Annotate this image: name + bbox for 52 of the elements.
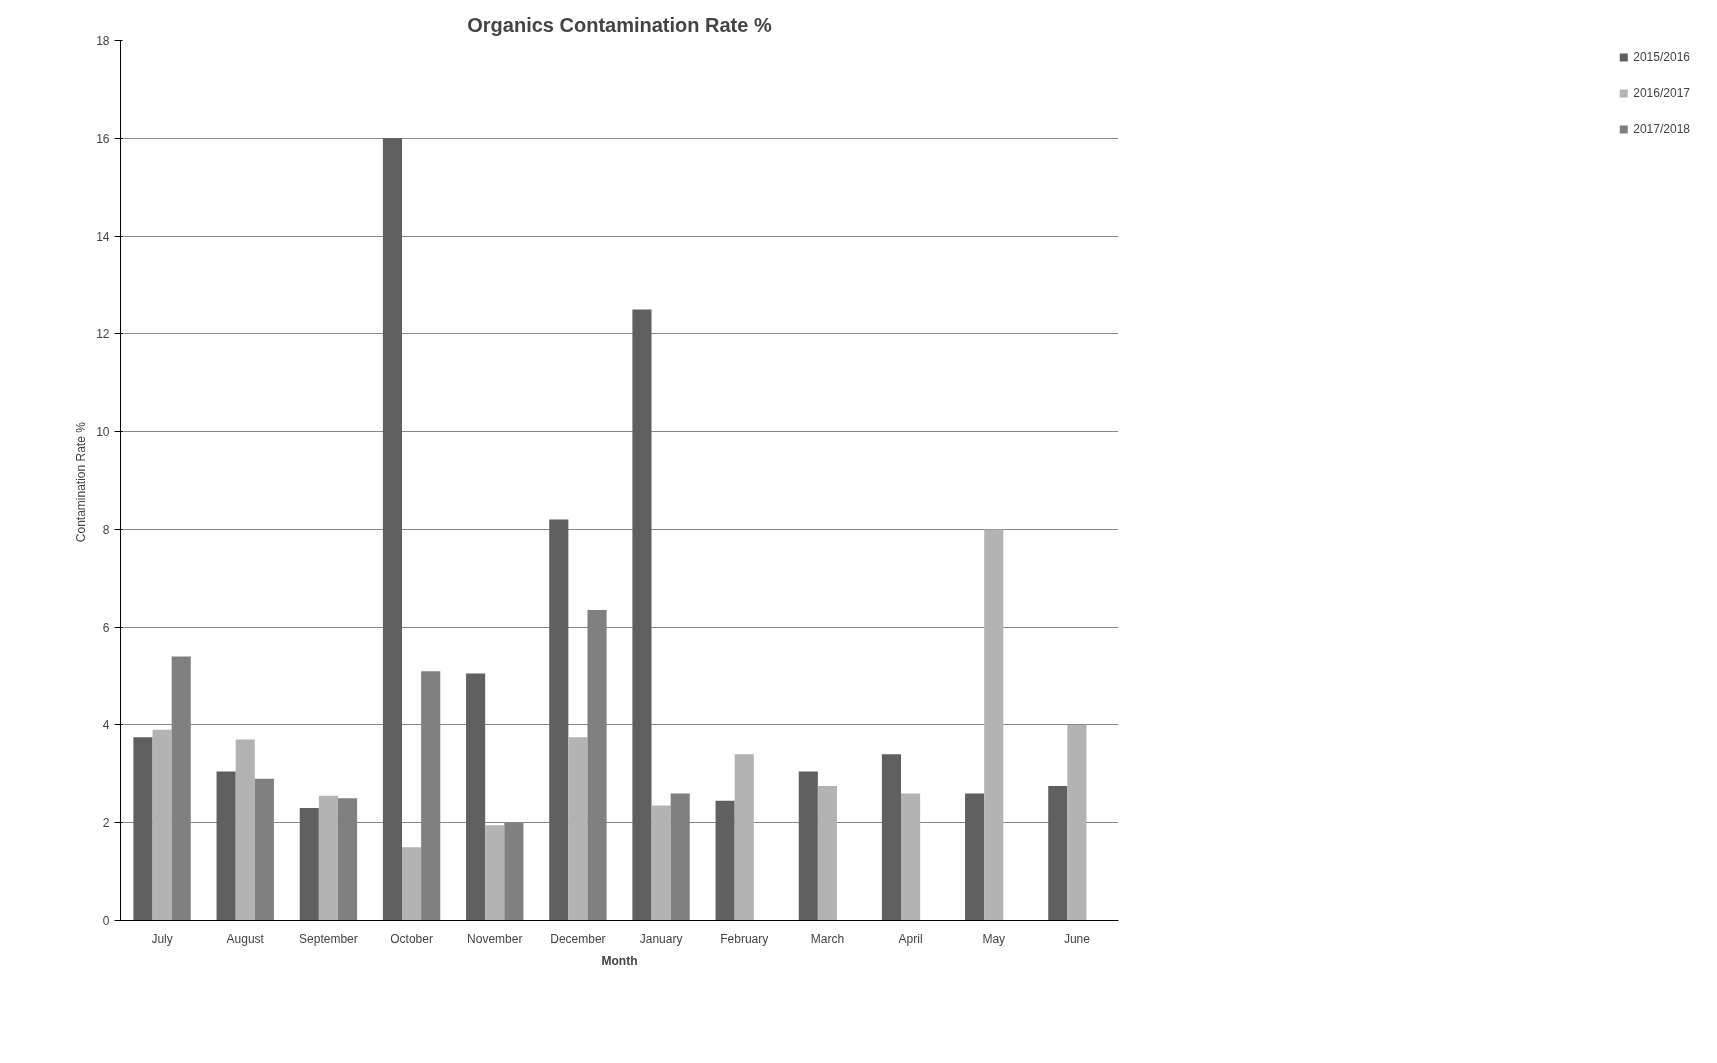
bar bbox=[133, 737, 153, 921]
bar bbox=[318, 795, 338, 921]
bar bbox=[216, 771, 236, 921]
bar bbox=[402, 847, 422, 921]
x-axis-title: Month bbox=[601, 953, 638, 968]
x-tick-label: December bbox=[550, 931, 606, 946]
bar bbox=[734, 754, 754, 921]
bar bbox=[798, 771, 818, 921]
legend-label: 2016/2017 bbox=[1633, 86, 1690, 100]
x-tick-label: August bbox=[226, 931, 265, 946]
x-tick-label: June bbox=[1063, 931, 1091, 946]
y-tick-label: 6 bbox=[102, 620, 110, 635]
bar bbox=[549, 519, 569, 921]
x-tick-label: September bbox=[299, 931, 358, 946]
bar bbox=[235, 739, 255, 921]
y-tick-label: 0 bbox=[102, 914, 110, 928]
y-tick-label: 14 bbox=[96, 229, 110, 244]
y-tick-label: 16 bbox=[96, 131, 110, 146]
legend-label: 2017/2018 bbox=[1633, 122, 1690, 136]
bar bbox=[382, 138, 403, 921]
y-tick-label: 8 bbox=[102, 522, 110, 537]
x-tick-label: March bbox=[810, 931, 845, 946]
bar bbox=[152, 729, 172, 921]
y-tick-label: 4 bbox=[102, 718, 110, 733]
x-tick-label: July bbox=[151, 931, 173, 946]
x-tick-label: May bbox=[982, 931, 1006, 946]
legend-label: 2015/2016 bbox=[1633, 50, 1690, 64]
x-tick-label: April bbox=[898, 931, 923, 946]
y-tick-label: 10 bbox=[96, 425, 110, 440]
bar bbox=[817, 786, 837, 921]
x-tick-label: January bbox=[639, 931, 683, 946]
x-tick-label: February bbox=[720, 931, 769, 946]
bar bbox=[466, 673, 486, 921]
x-tick-label: November bbox=[467, 931, 523, 946]
chart-title: Organics Contamination Rate % bbox=[467, 13, 772, 36]
y-tick-label: 18 bbox=[96, 34, 110, 48]
bar bbox=[901, 793, 921, 921]
x-tick-label: October bbox=[390, 931, 433, 946]
bar bbox=[881, 754, 902, 921]
bar bbox=[1067, 724, 1087, 921]
bar bbox=[632, 309, 652, 921]
bar bbox=[651, 805, 671, 921]
bar bbox=[1048, 786, 1068, 921]
bar bbox=[568, 737, 588, 921]
y-axis-title: Contamination Rate % bbox=[74, 421, 89, 543]
bar bbox=[965, 793, 985, 921]
y-tick-label: 2 bbox=[102, 816, 110, 831]
bar bbox=[299, 808, 319, 921]
y-tick-label: 12 bbox=[96, 327, 110, 342]
bar bbox=[715, 800, 735, 921]
bar bbox=[485, 825, 505, 921]
bar bbox=[984, 529, 1004, 921]
